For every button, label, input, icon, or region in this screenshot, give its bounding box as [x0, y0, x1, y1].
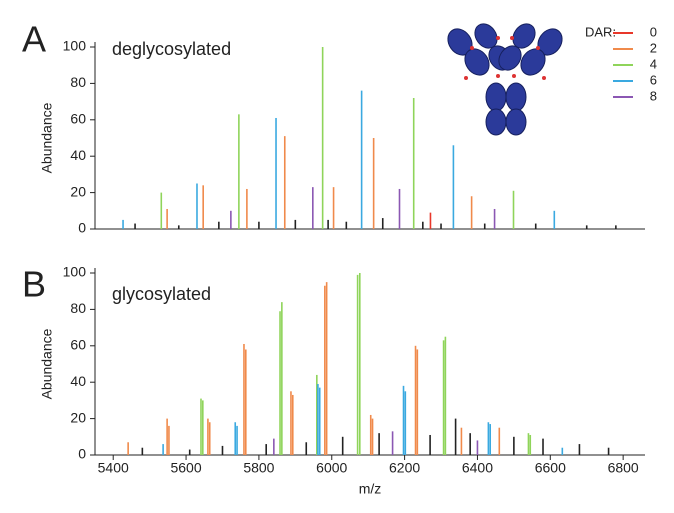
x-tick-label: 6200: [389, 460, 420, 476]
x-tick-label: 5800: [243, 460, 274, 476]
y-tick-label: 80: [70, 74, 86, 90]
panel-title: glycosylated: [112, 284, 211, 304]
y-tick-label: 100: [63, 264, 87, 280]
drug-dots: [464, 36, 546, 80]
y-axis-label: Abundance: [39, 328, 55, 399]
y-tick-label: 0: [78, 446, 86, 462]
panel-label: B: [22, 264, 46, 305]
antibody-icon: [447, 23, 563, 136]
y-tick-label: 20: [70, 409, 86, 425]
legend-label: 4: [650, 56, 657, 71]
y-tick-label: 20: [70, 183, 86, 199]
y-tick-label: 40: [70, 373, 86, 389]
panel-label: A: [22, 19, 46, 60]
legend-label: 8: [650, 88, 657, 103]
panel-title: deglycosylated: [112, 39, 231, 59]
x-tick-label: 6800: [608, 460, 639, 476]
legend-label: 2: [650, 40, 657, 55]
y-tick-label: 60: [70, 337, 86, 353]
legend-label: 0: [650, 24, 657, 39]
y-tick-label: 0: [78, 220, 86, 236]
x-tick-label: 6000: [316, 460, 347, 476]
y-axis-label: Abundance: [39, 102, 55, 173]
y-tick-label: 80: [70, 300, 86, 316]
legend-title: DAR:: [585, 24, 616, 39]
x-axis-label: m/z: [359, 481, 382, 497]
y-tick-label: 100: [63, 38, 87, 54]
x-tick-label: 5600: [170, 460, 201, 476]
x-tick-label: 6600: [535, 460, 566, 476]
y-tick-label: 40: [70, 147, 86, 163]
legend-label: 6: [650, 72, 657, 87]
y-tick-label: 60: [70, 111, 86, 127]
x-tick-label: 5400: [98, 460, 129, 476]
x-tick-label: 6400: [462, 460, 493, 476]
